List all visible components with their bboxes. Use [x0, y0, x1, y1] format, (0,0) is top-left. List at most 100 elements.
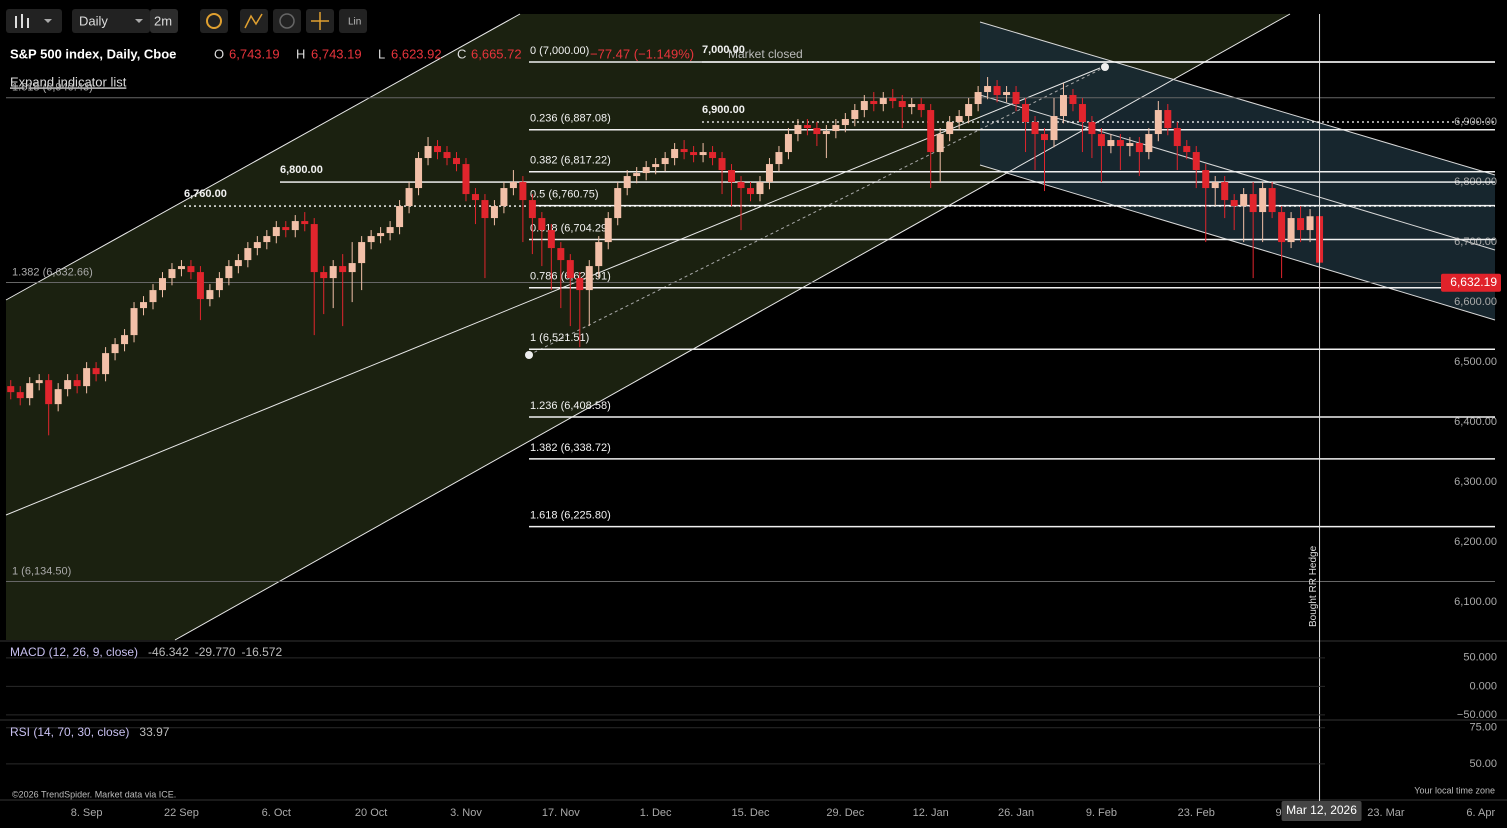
x-tick-label: 17. Nov	[542, 807, 580, 819]
candle-body	[1069, 95, 1077, 105]
candle-body	[348, 263, 356, 273]
ohlc-key: H	[296, 46, 305, 61]
candle-body	[538, 218, 546, 231]
candle-body	[699, 152, 707, 156]
range-button[interactable]	[150, 9, 178, 33]
candle-body	[272, 227, 280, 237]
x-tick-label: 15. Dec	[732, 807, 770, 819]
x-tick-label: 23. Feb	[1178, 807, 1215, 819]
candle-body	[1249, 194, 1257, 213]
candle-body	[54, 389, 62, 405]
candle-body	[652, 164, 660, 168]
candle-body	[737, 182, 745, 189]
candle-body	[993, 86, 1001, 96]
y-tick-label: 6,300.00	[1454, 476, 1497, 488]
x-tick-label: 26. Jan	[998, 807, 1034, 819]
indicator-reading: -29.770	[195, 645, 236, 659]
candle-body	[443, 152, 451, 159]
range-label: 2m	[154, 13, 172, 28]
tool-icon	[244, 13, 263, 29]
candle-body	[728, 170, 736, 183]
channel-line	[979, 21, 1496, 176]
fib-label: 1.618 (6,225.80)	[530, 510, 611, 522]
candle-body	[177, 266, 185, 270]
candle-body	[1240, 194, 1248, 207]
candle-body	[765, 164, 773, 183]
candle-body	[206, 290, 214, 300]
candle-body	[898, 101, 906, 108]
fib-label: 1.618 (6,940.43)	[12, 82, 93, 94]
indicator-title: RSI (14, 70, 30, close)	[10, 725, 129, 739]
candle-body	[291, 221, 299, 231]
price-level-label: 6,800.00	[280, 164, 323, 176]
scale-button[interactable]	[339, 9, 367, 33]
candle-body	[415, 158, 423, 189]
x-tick-label: 12. Jan	[913, 807, 949, 819]
candle-body	[396, 206, 404, 228]
candle-body	[1287, 218, 1295, 243]
dropdown-arrow	[135, 19, 143, 23]
tool-icon	[279, 13, 295, 29]
fib-label: 1.382 (6,632.66)	[12, 266, 93, 278]
candle-body	[1031, 122, 1039, 135]
candle-body	[500, 188, 508, 207]
candle-body	[775, 152, 783, 165]
symbol-title: S&P 500 index, Daily, Cboe	[10, 46, 176, 61]
x-tick-label: 23. Mar	[1367, 807, 1405, 819]
candle-body	[282, 227, 290, 231]
candle-body	[1211, 182, 1219, 189]
y-tick-label: 50.000	[1463, 652, 1497, 664]
channel-line	[5, 67, 1101, 516]
candle-body	[196, 272, 204, 300]
fib-anchor[interactable]	[525, 351, 533, 359]
chart-type-button[interactable]	[6, 9, 62, 33]
candle-body	[747, 188, 754, 195]
channel-line	[174, 13, 1291, 641]
candle-body	[481, 200, 489, 219]
candle-body	[841, 119, 849, 126]
fib-label: 0.236 (6,887.08)	[530, 113, 611, 125]
x-tick-label: 20 Oct	[355, 807, 387, 819]
candle-body	[889, 98, 897, 102]
candle-body	[756, 182, 764, 195]
candle-body	[1012, 92, 1020, 105]
candle-body	[1183, 146, 1191, 153]
candle-body	[102, 353, 110, 375]
candle-body	[471, 194, 479, 201]
candle-body	[1278, 212, 1286, 243]
x-tick-label: 8. Sep	[71, 807, 103, 819]
candle-body	[917, 104, 925, 111]
candle-body	[794, 125, 802, 135]
interval-select[interactable]	[72, 9, 150, 33]
candle-body	[1059, 95, 1067, 117]
candle-body	[661, 158, 669, 165]
candle-body	[386, 227, 394, 234]
channel-line	[979, 94, 1496, 251]
candle-body	[576, 278, 584, 291]
copyright: ©2026 TrendSpider. Market data via ICE.	[12, 789, 176, 799]
ohlc-value: 6,743.19	[311, 46, 362, 61]
chart-type-icon	[15, 14, 29, 28]
candle-body	[121, 335, 129, 345]
candle-body	[851, 110, 859, 120]
settings-button[interactable]	[200, 9, 228, 33]
y-tick-label: 6,700.00	[1454, 236, 1497, 248]
tool-button[interactable]	[273, 9, 301, 33]
candle-body	[1126, 143, 1134, 147]
expand-indicators[interactable]: Expand indicator list	[10, 74, 127, 89]
y-tick-label: 0.000	[1469, 680, 1497, 692]
price-level-label: 7,000.00	[702, 44, 745, 56]
candle-body	[187, 266, 195, 273]
candle-body	[879, 98, 887, 105]
x-tick-label: 6. Oct	[262, 807, 291, 819]
candle-body	[642, 167, 650, 174]
candle-body	[452, 158, 460, 165]
candle-body	[1192, 152, 1200, 171]
candle-body	[1154, 110, 1162, 135]
fib-anchor[interactable]	[1101, 63, 1109, 71]
candle-body	[832, 125, 840, 132]
candle-body	[225, 266, 233, 279]
ohlc-value: 6,743.19	[229, 46, 280, 61]
